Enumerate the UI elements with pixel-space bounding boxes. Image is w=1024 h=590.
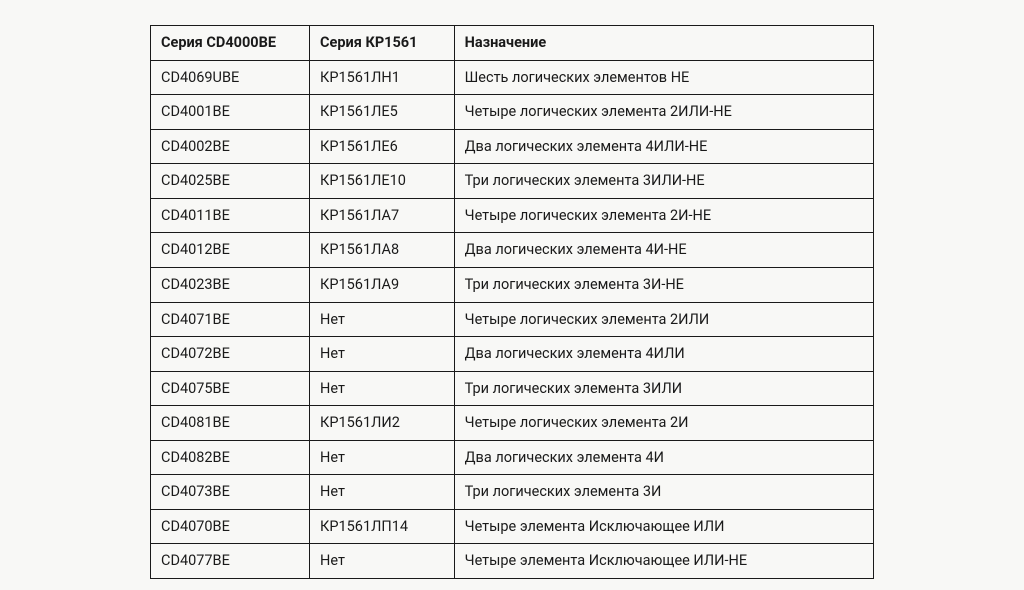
table-cell: Два логических элемента 4И-НЕ — [454, 233, 873, 268]
table-cell: КР1561ЛЕ6 — [310, 129, 455, 164]
table-row: CD4075BEНетТри логических элемента 3ИЛИ — [151, 371, 874, 406]
table-body: CD4069UBEКР1561ЛН1Шесть логических элеме… — [151, 60, 874, 578]
table-cell: Нет — [310, 337, 455, 372]
comparison-table-wrap: Серия CD4000BE Серия КР1561 Назначение C… — [150, 25, 874, 579]
table-cell: Два логических элемента 4И — [454, 440, 873, 475]
table-cell: Четыре элемента Исключающее ИЛИ — [454, 509, 873, 544]
table-row: CD4070BEКР1561ЛП14Четыре элемента Исключ… — [151, 509, 874, 544]
table-row: CD4071BEНетЧетыре логических элемента 2И… — [151, 302, 874, 337]
table-row: CD4025BEКР1561ЛЕ10Три логических элемент… — [151, 164, 874, 199]
table-row: CD4072BEНетДва логических элемента 4ИЛИ — [151, 337, 874, 372]
table-cell: CD4075BE — [151, 371, 310, 406]
table-row: CD4011BEКР1561ЛА7Четыре логических элеме… — [151, 198, 874, 233]
table-cell: CD4081BE — [151, 406, 310, 441]
table-cell: Четыре логических элемента 2ИЛИ-НЕ — [454, 95, 873, 130]
table-row: CD4082BEНетДва логических элемента 4И — [151, 440, 874, 475]
table-cell: Два логических элемента 4ИЛИ — [454, 337, 873, 372]
col-header-kr1561: Серия КР1561 — [310, 26, 455, 61]
table-cell: CD4069UBE — [151, 60, 310, 95]
table-cell: Два логических элемента 4ИЛИ-НЕ — [454, 129, 873, 164]
table-cell: Три логических элемента 3ИЛИ — [454, 371, 873, 406]
table-row: CD4001BEКР1561ЛЕ5Четыре логических элеме… — [151, 95, 874, 130]
col-header-purpose: Назначение — [454, 26, 873, 61]
table-head: Серия CD4000BE Серия КР1561 Назначение — [151, 26, 874, 61]
table-cell: КР1561ЛЕ10 — [310, 164, 455, 199]
table-header-row: Серия CD4000BE Серия КР1561 Назначение — [151, 26, 874, 61]
table-cell: КР1561ЛП14 — [310, 509, 455, 544]
table-cell: Три логических элемента 3И — [454, 475, 873, 510]
table-cell: Нет — [310, 475, 455, 510]
table-cell: CD4071BE — [151, 302, 310, 337]
table-cell: Нет — [310, 544, 455, 579]
table-cell: Четыре логических элемента 2И — [454, 406, 873, 441]
table-cell: Четыре элемента Исключающее ИЛИ-НЕ — [454, 544, 873, 579]
table-cell: Нет — [310, 371, 455, 406]
table-row: CD4012BEКР1561ЛА8Два логических элемента… — [151, 233, 874, 268]
table-cell: КР1561ЛН1 — [310, 60, 455, 95]
table-cell: Шесть логических элементов НЕ — [454, 60, 873, 95]
table-cell: Три логических элемента 3И-НЕ — [454, 267, 873, 302]
table-cell: CD4070BE — [151, 509, 310, 544]
table-cell: CD4077BE — [151, 544, 310, 579]
table-cell: КР1561ЛА9 — [310, 267, 455, 302]
table-cell: Нет — [310, 440, 455, 475]
table-cell: CD4023BE — [151, 267, 310, 302]
table-row: CD4002BEКР1561ЛЕ6Два логических элемента… — [151, 129, 874, 164]
table-cell: CD4011BE — [151, 198, 310, 233]
table-cell: CD4072BE — [151, 337, 310, 372]
table-cell: CD4082BE — [151, 440, 310, 475]
table-cell: CD4073BE — [151, 475, 310, 510]
table-cell: CD4012BE — [151, 233, 310, 268]
table-cell: КР1561ЛА8 — [310, 233, 455, 268]
table-cell: CD4002BE — [151, 129, 310, 164]
table-cell: Три логических элемента 3ИЛИ-НЕ — [454, 164, 873, 199]
table-cell: КР1561ЛА7 — [310, 198, 455, 233]
table-cell: CD4025BE — [151, 164, 310, 199]
table-cell: Четыре логических элемента 2ИЛИ — [454, 302, 873, 337]
table-cell: CD4001BE — [151, 95, 310, 130]
table-cell: Четыре логических элемента 2И-НЕ — [454, 198, 873, 233]
table-cell: КР1561ЛЕ5 — [310, 95, 455, 130]
table-cell: КР1561ЛИ2 — [310, 406, 455, 441]
table-cell: Нет — [310, 302, 455, 337]
comparison-table: Серия CD4000BE Серия КР1561 Назначение C… — [150, 25, 874, 579]
table-row: CD4077BEНетЧетыре элемента Исключающее И… — [151, 544, 874, 579]
table-row: CD4073BEНетТри логических элемента 3И — [151, 475, 874, 510]
table-row: CD4023BEКР1561ЛА9Три логических элемента… — [151, 267, 874, 302]
col-header-cd4000be: Серия CD4000BE — [151, 26, 310, 61]
table-row: CD4069UBEКР1561ЛН1Шесть логических элеме… — [151, 60, 874, 95]
table-row: CD4081BEКР1561ЛИ2Четыре логических элеме… — [151, 406, 874, 441]
